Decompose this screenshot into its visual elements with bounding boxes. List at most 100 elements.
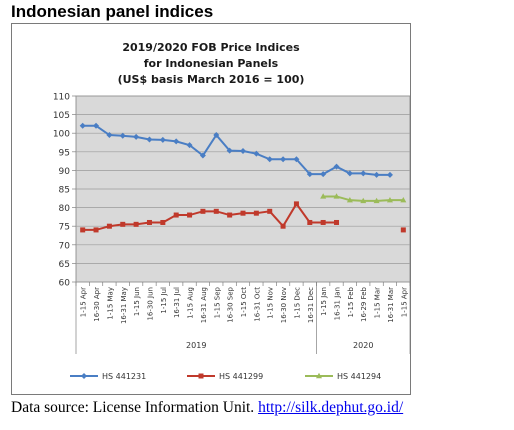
x-tick-label: 1-15 Sep [213,286,221,318]
data-point [333,193,340,199]
chart-title-line: 2019/2020 FOB Price Indices [122,41,300,54]
y-tick-label: 90 [59,167,71,177]
y-tick-label: 60 [59,279,71,289]
legend-label: HS 441299 [219,372,263,381]
data-point [173,212,179,218]
series-hs-441299 [80,201,406,233]
data-point [199,152,206,159]
data-point [320,171,327,178]
data-point [133,221,139,227]
data-point [226,147,233,154]
data-point [240,148,246,155]
x-tick-label: 16-30 Sep [227,286,235,322]
y-tick-label: 85 [59,186,70,196]
data-point [280,223,286,229]
x-tick-label: 16-30 Jun [146,287,154,321]
data-point [360,170,367,177]
x-tick-label: 1-15 Jun [133,287,141,316]
data-point [280,156,287,163]
data-point [79,122,86,129]
x-tick-label: 16-31 Oct [253,287,261,322]
data-point [293,201,299,207]
legend-label: HS 441294 [337,372,381,381]
x-tick-label: 1-15 Jul [160,287,168,314]
data-point [106,132,113,139]
x-tick-label: 16-29 Feb [360,286,368,322]
data-point [346,170,353,177]
data-point [159,136,166,143]
page-heading: Indonesian panel indices [11,2,214,21]
data-point [253,210,259,216]
x-tick-label: 16-31 Aug [200,287,208,323]
x-tick-label: 1-15 Oct [240,287,248,317]
data-point [173,138,180,145]
data-point [373,171,380,178]
series-hs-441294 [320,193,407,204]
data-point [293,156,300,163]
data-point [360,197,367,204]
chart-frame: 2019/2020 FOB Price Indices for Indonesia… [11,23,411,395]
data-point [386,196,393,203]
data-source-note: Data source: License Information Unit. h… [11,399,403,417]
y-tick-label: 95 [59,148,70,158]
y-tick-label: 110 [53,93,70,103]
x-tick-label: 16-30 Apr [93,287,101,322]
x-tick-label: 16-31 Jul [173,287,181,318]
legend-item: HS 441231 [70,372,146,381]
chart-title-line: for Indonesian Panels [144,57,279,70]
x-tick-label: 1-15 Apr [400,287,408,317]
data-point [227,212,233,218]
legend: HS 441231 HS 441299 HS 441294 [70,372,381,381]
data-point [320,219,326,225]
x-tick-label: 1-15 Mar [374,287,382,318]
data-point [213,132,220,139]
data-point [320,193,327,199]
x-tick-label: 16-31 Jan [334,287,342,320]
chart-title-line: (US$ basis March 2016 = 100) [118,73,305,86]
data-point [80,227,86,233]
data-point [213,208,219,214]
data-point [373,197,380,204]
data-point [346,196,353,203]
y-axis-ticks: 60 65 70 75 80 85 90 95 100 105 110 [53,93,76,289]
data-point [186,142,193,149]
data-point [81,373,87,379]
legend-label: HS 441231 [102,372,146,381]
gridlines [76,95,410,283]
data-point [120,221,126,227]
series-hs-441231 [79,122,393,178]
y-tick-label: 75 [59,223,70,233]
data-point [386,171,393,178]
series-layer [79,122,407,233]
data-point [307,219,313,225]
x-tick-label: 16-31 Dec [307,287,315,323]
x-tick-label: 1-15 Apr [80,287,88,317]
data-source-link[interactable]: http://silk.dephut.go.id/ [258,399,404,416]
data-point [306,171,313,178]
x-tick-label: 1-15 Nov [267,287,275,319]
x-tick-label: 1-15 May [106,287,114,320]
data-point [160,219,166,225]
data-point [198,373,204,379]
x-tick-label: 16-30 Nov [280,287,288,323]
x-tick-label: 1-15 Jan [320,287,328,316]
y-tick-label: 70 [59,241,71,251]
data-point [146,136,153,143]
data-source-text: Data source: License Information Unit. [11,399,255,416]
x-tick-label: 16-31 May [120,287,128,324]
legend-item: HS 441294 [305,372,381,381]
x-tick-label: 1-15 Aug [187,287,195,319]
x-tick-label: 1-15 Feb [347,286,355,317]
data-point [200,208,206,214]
legend-item: HS 441299 [187,372,263,381]
price-index-chart: 2019/2020 FOB Price Indices for Indonesia… [53,41,410,381]
data-point [400,196,407,203]
year-group-label: 2019 [186,341,206,350]
y-tick-label: 100 [53,130,70,140]
x-tick-label: 16-31 Mar [387,287,395,323]
y-tick-label: 105 [53,111,70,121]
x-axis-ticks: 1-15 Apr 16-30 Apr 1-15 May 16-31 May 1-15 J… [75,282,410,324]
chart-title: 2019/2020 FOB Price Indices for Indonesia… [118,41,305,86]
data-point [333,163,340,170]
data-point [187,212,193,218]
